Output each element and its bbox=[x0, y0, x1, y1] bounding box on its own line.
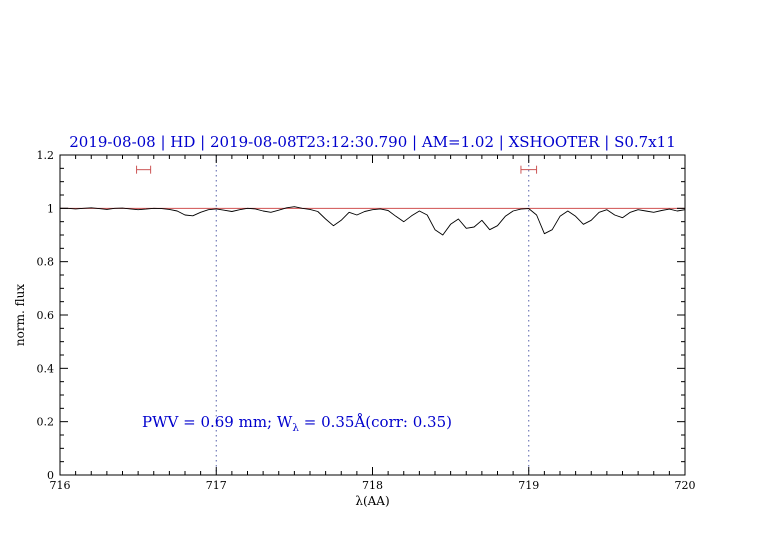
y-tick-label: 0.6 bbox=[37, 309, 55, 322]
x-tick-label: 716 bbox=[50, 479, 71, 492]
y-tick-label: 0.4 bbox=[37, 362, 55, 375]
y-tick-label: 1.2 bbox=[37, 149, 55, 162]
y-tick-label: 0.8 bbox=[37, 256, 55, 269]
x-axis-label: λ(AA) bbox=[355, 494, 390, 508]
x-tick-label: 720 bbox=[675, 479, 696, 492]
x-tick-label: 718 bbox=[362, 479, 383, 492]
pwv-annotation-suffix: = 0.35Å(corr: 0.35) bbox=[298, 413, 453, 431]
y-tick-label: 0 bbox=[47, 469, 54, 482]
y-axis-label: norm. flux bbox=[13, 283, 27, 347]
y-tick-label: 1 bbox=[47, 202, 54, 215]
pwv-annotation: PWV = 0.69 mm; Wλ = 0.35Å(corr: 0.35) bbox=[142, 413, 452, 434]
pwv-annotation-prefix: PWV = 0.69 mm; W bbox=[142, 413, 293, 431]
x-tick-label: 717 bbox=[206, 479, 227, 492]
plot-title: 2019-08-08 | HD | 2019-08-08T23:12:30.79… bbox=[69, 133, 676, 151]
x-tick-label: 719 bbox=[518, 479, 539, 492]
pwv-annotation-lambda-sub: λ bbox=[292, 422, 299, 434]
spectrum-line bbox=[60, 206, 686, 236]
y-tick-label: 0.2 bbox=[37, 416, 55, 429]
